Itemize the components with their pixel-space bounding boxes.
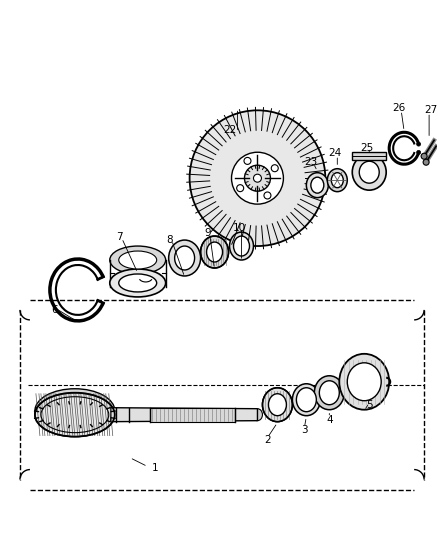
Ellipse shape bbox=[201, 236, 229, 268]
Text: 25: 25 bbox=[360, 143, 374, 154]
Ellipse shape bbox=[421, 153, 427, 159]
Text: 9: 9 bbox=[204, 228, 211, 238]
Ellipse shape bbox=[306, 173, 328, 198]
Text: 22: 22 bbox=[223, 125, 236, 135]
Ellipse shape bbox=[169, 240, 201, 276]
Ellipse shape bbox=[423, 159, 429, 165]
Ellipse shape bbox=[262, 387, 293, 422]
Text: 7: 7 bbox=[117, 232, 123, 242]
Ellipse shape bbox=[119, 274, 157, 292]
Ellipse shape bbox=[110, 246, 166, 274]
Ellipse shape bbox=[233, 236, 250, 256]
Ellipse shape bbox=[359, 161, 379, 183]
Text: 23: 23 bbox=[305, 157, 318, 167]
Text: 6: 6 bbox=[52, 305, 58, 315]
Text: 2: 2 bbox=[264, 434, 271, 445]
Ellipse shape bbox=[244, 165, 270, 191]
Bar bbox=[150, 408, 234, 422]
Ellipse shape bbox=[293, 384, 320, 416]
Ellipse shape bbox=[311, 177, 324, 193]
Ellipse shape bbox=[347, 363, 381, 401]
Text: 3: 3 bbox=[301, 425, 307, 434]
Text: 1: 1 bbox=[152, 463, 158, 473]
Ellipse shape bbox=[244, 157, 251, 164]
Text: 5: 5 bbox=[366, 400, 373, 410]
Ellipse shape bbox=[237, 184, 244, 192]
Ellipse shape bbox=[254, 174, 261, 182]
Text: 27: 27 bbox=[424, 106, 438, 115]
Ellipse shape bbox=[190, 110, 325, 246]
Ellipse shape bbox=[119, 251, 157, 269]
Ellipse shape bbox=[207, 242, 223, 262]
Ellipse shape bbox=[314, 376, 344, 410]
Ellipse shape bbox=[339, 354, 389, 410]
Ellipse shape bbox=[331, 173, 343, 188]
Ellipse shape bbox=[36, 394, 114, 435]
Ellipse shape bbox=[252, 409, 262, 421]
Text: 4: 4 bbox=[326, 415, 332, 425]
Text: 8: 8 bbox=[166, 235, 173, 245]
Ellipse shape bbox=[417, 150, 420, 155]
Ellipse shape bbox=[297, 387, 316, 411]
Ellipse shape bbox=[268, 394, 286, 416]
Ellipse shape bbox=[327, 169, 347, 192]
Ellipse shape bbox=[417, 142, 420, 146]
Ellipse shape bbox=[35, 389, 115, 433]
Ellipse shape bbox=[271, 165, 278, 172]
Text: 24: 24 bbox=[328, 148, 342, 158]
Ellipse shape bbox=[175, 246, 194, 270]
Ellipse shape bbox=[35, 393, 115, 437]
Text: 10: 10 bbox=[233, 223, 246, 233]
Text: 26: 26 bbox=[392, 103, 406, 114]
Ellipse shape bbox=[110, 269, 166, 297]
Ellipse shape bbox=[352, 154, 386, 190]
Polygon shape bbox=[111, 408, 258, 422]
Bar bbox=[352, 152, 386, 160]
Ellipse shape bbox=[319, 381, 339, 405]
Ellipse shape bbox=[264, 192, 271, 199]
Ellipse shape bbox=[230, 232, 254, 260]
Ellipse shape bbox=[232, 152, 283, 204]
